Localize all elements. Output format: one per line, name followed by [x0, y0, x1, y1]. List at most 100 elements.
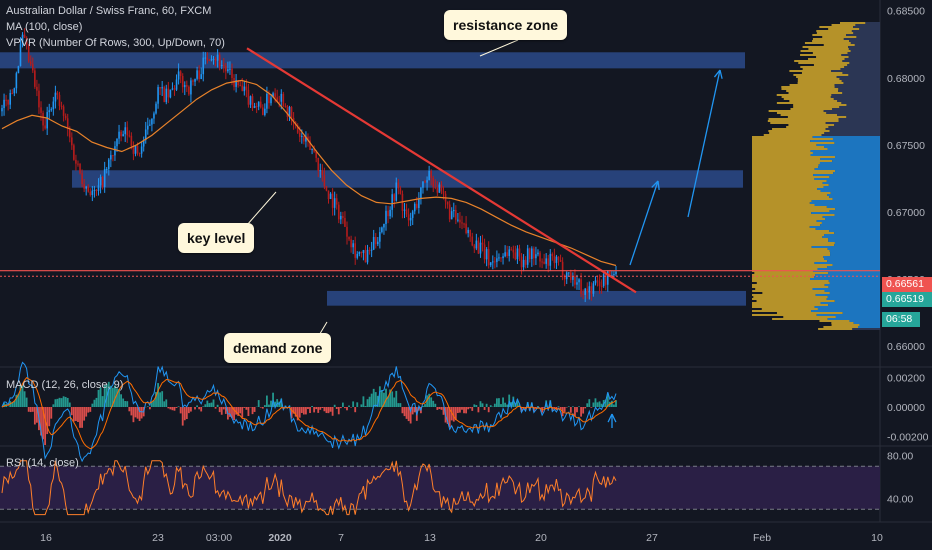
candle-body: [327, 190, 330, 199]
vpvr-bar-down: [833, 98, 880, 100]
candle-body: [313, 148, 315, 152]
ma-legend[interactable]: MA (100, close): [6, 21, 83, 33]
key-level-callout[interactable]: key level: [178, 223, 255, 253]
candle-body: [333, 198, 336, 208]
vpvr-bar-down: [816, 314, 880, 316]
rsi-legend[interactable]: RSI (14, close): [6, 457, 79, 469]
projection-arrow-1-head: [651, 180, 660, 191]
vpvr-bar-up: [752, 202, 810, 204]
candle-body: [565, 272, 568, 280]
macd-histogram-bar: [229, 407, 231, 417]
macd-histogram-bar: [175, 407, 178, 408]
macd-histogram-bar: [44, 407, 47, 445]
candle-body: [146, 125, 149, 130]
candle-body: [151, 118, 153, 125]
macd-histogram-bar: [198, 407, 201, 410]
candle-body: [75, 159, 77, 164]
macd-histogram-bar: [169, 407, 172, 410]
vpvr-bar-up: [752, 140, 811, 142]
demand-zone-callout[interactable]: demand zone: [224, 333, 332, 363]
vpvr-legend[interactable]: VPVR (Number Of Rows, 300, Up/Down, 70): [6, 37, 225, 49]
resistance-zone-callout[interactable]: resistance zone: [444, 10, 568, 40]
vpvr-bar-down: [810, 150, 880, 152]
candle-body: [235, 80, 237, 87]
vpvr-bar-down: [810, 140, 880, 142]
candle-body: [516, 248, 519, 260]
candle-body: [241, 85, 244, 92]
vpvr-bar-up: [754, 272, 829, 274]
vpvr-bar-up: [752, 260, 828, 262]
candle-body: [337, 204, 340, 220]
macd-histogram-bar: [440, 407, 443, 410]
macd-line: [1, 361, 617, 463]
vpvr-bar-up: [752, 192, 831, 194]
vpvr-bar-down: [841, 80, 880, 82]
macd-histogram-bar: [75, 407, 77, 421]
macd-histogram-bar: [333, 404, 336, 407]
candle-body: [192, 80, 194, 82]
time-tick-label: 10: [871, 532, 883, 544]
candle-body: [321, 170, 324, 176]
candle-body: [352, 243, 354, 248]
vpvr-bar-up: [756, 300, 835, 302]
symbol-legend[interactable]: Australian Dollar / Swiss Franc, 60, FXC…: [6, 5, 212, 17]
macd-histogram-bar: [456, 407, 459, 414]
candle-body: [233, 78, 235, 87]
vpvr-bar-down: [822, 216, 880, 218]
candle-body: [430, 170, 432, 178]
candle-body: [323, 175, 326, 187]
vpvr-bar-down: [822, 182, 880, 184]
vpvr-bar-up: [752, 210, 830, 212]
candle-body: [46, 112, 48, 129]
macd-tick-label: 0.00000: [887, 402, 925, 414]
candle-body: [29, 61, 32, 65]
macd-histogram-bar: [368, 396, 371, 407]
macd-histogram-bar: [594, 398, 597, 407]
vpvr-bar-up: [752, 274, 816, 276]
macd-histogram-bar: [475, 405, 478, 407]
vpvr-bar-down: [828, 240, 880, 242]
vpvr-bar-up: [770, 122, 826, 124]
candle-body: [340, 215, 342, 220]
vpvr-bar-up: [752, 232, 835, 234]
candle-body: [276, 97, 278, 102]
candle-body: [498, 257, 500, 259]
vpvr-bar-down: [827, 266, 880, 268]
vpvr-bar-down: [829, 230, 880, 232]
macd-histogram-bar: [25, 397, 28, 407]
vpvr-bar-down: [843, 38, 880, 40]
candle-body: [17, 66, 20, 74]
vpvr-bar-up: [752, 220, 817, 222]
signal-line: [1, 377, 617, 450]
vpvr-bar-up: [752, 258, 825, 260]
macd-histogram-bar: [148, 407, 151, 410]
ma-line: [1, 79, 617, 267]
candle-body: [87, 186, 90, 192]
macd-histogram-bar: [578, 406, 580, 407]
candle-body: [71, 137, 73, 146]
callout-pointer: [246, 191, 277, 226]
vpvr-bar-down: [823, 110, 880, 112]
vpvr-bar-up: [812, 38, 844, 40]
rsi-line: [1, 460, 617, 516]
vpvr-bar-up: [752, 198, 833, 200]
macd-histogram-bar: [574, 407, 576, 417]
vpvr-bar-up: [752, 208, 836, 210]
time-tick-label: 27: [646, 532, 658, 544]
vpvr-bar-up: [752, 246, 812, 248]
macd-legend[interactable]: MACD (12, 26, close, 9): [6, 379, 124, 391]
candle-body: [85, 186, 87, 189]
candle-body: [173, 88, 176, 90]
vpvr-bar-up: [802, 46, 849, 48]
vpvr-bar-down: [834, 242, 880, 244]
macd-histogram-bar: [508, 394, 511, 407]
vpvr-bar-down: [811, 200, 880, 202]
time-tick-label: 23: [152, 532, 164, 544]
vpvr-bar-down: [842, 72, 880, 74]
vpvr-bar-down: [814, 276, 880, 278]
macd-histogram-bar: [194, 407, 196, 410]
macd-histogram-bar: [335, 407, 338, 409]
vpvr-bar-up: [789, 70, 832, 72]
candle-body: [134, 145, 137, 154]
